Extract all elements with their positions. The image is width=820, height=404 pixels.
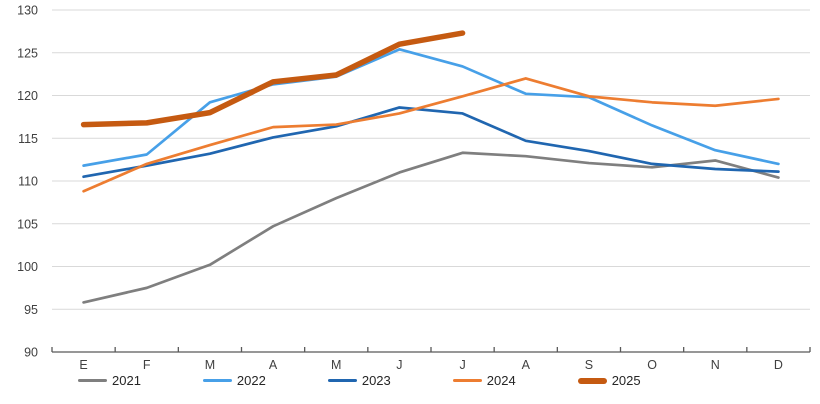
legend-label: 2023 bbox=[361, 373, 391, 388]
legend-line-swatch bbox=[327, 379, 357, 382]
series-lines bbox=[80, 30, 780, 304]
series-line-2023 bbox=[82, 106, 780, 179]
legend-line-swatch bbox=[577, 377, 607, 384]
x-axis-label: J bbox=[459, 358, 465, 372]
y-axis-label: 105 bbox=[17, 217, 38, 231]
legend-line-swatch bbox=[78, 379, 107, 382]
gridlines bbox=[52, 9, 810, 310]
x-axis-label: D bbox=[774, 358, 783, 372]
y-axis-label: 95 bbox=[24, 303, 38, 317]
x-axis bbox=[51, 347, 811, 353]
series-line-2021 bbox=[82, 151, 780, 304]
legend-item-2021: 2021 bbox=[78, 373, 141, 388]
series-line-2022 bbox=[82, 47, 780, 167]
legend-item-2024: 2024 bbox=[452, 373, 516, 388]
legend-item-2022: 2022 bbox=[202, 373, 266, 388]
x-axis-label: O bbox=[647, 358, 657, 372]
y-axis-label: 90 bbox=[24, 346, 38, 360]
y-axis-label: 100 bbox=[17, 260, 38, 274]
series-line-2025 bbox=[80, 30, 466, 128]
x-axis-label: A bbox=[269, 358, 278, 372]
y-axis-label: 130 bbox=[17, 4, 38, 18]
y-axis-label: 125 bbox=[17, 46, 38, 60]
y-axis-tick-labels: 90 95 100 105 110 115 120 125 130 bbox=[17, 4, 38, 360]
legend-label: 2025 bbox=[611, 373, 641, 388]
x-axis-label: E bbox=[79, 358, 87, 372]
x-axis-label: M bbox=[205, 358, 215, 372]
legend-label: 2021 bbox=[112, 373, 141, 388]
legend-line-swatch bbox=[202, 379, 232, 382]
series-line-2024 bbox=[82, 77, 780, 193]
x-axis-label: A bbox=[522, 358, 531, 372]
legend-label: 2022 bbox=[236, 373, 266, 388]
y-axis-label: 115 bbox=[18, 132, 38, 146]
chart-plot-area: 90 95 100 105 110 115 120 125 130 E F M A M J J A S O N D bbox=[17, 4, 811, 372]
legend-line-swatch bbox=[452, 379, 482, 382]
x-axis-label: M bbox=[331, 358, 341, 372]
y-axis-label: 110 bbox=[18, 175, 38, 189]
x-axis-label: N bbox=[711, 358, 720, 372]
x-axis-label: F bbox=[143, 358, 151, 372]
legend-item-2023: 2023 bbox=[327, 373, 391, 388]
y-axis-label: 120 bbox=[17, 89, 38, 103]
legend-item-2025: 2025 bbox=[577, 373, 641, 388]
legend: 2021 2022 2023 2024 2025 bbox=[0, 373, 820, 388]
legend-label: 2024 bbox=[486, 373, 516, 388]
x-axis-label: J bbox=[396, 358, 402, 372]
x-axis-label: S bbox=[585, 358, 593, 372]
